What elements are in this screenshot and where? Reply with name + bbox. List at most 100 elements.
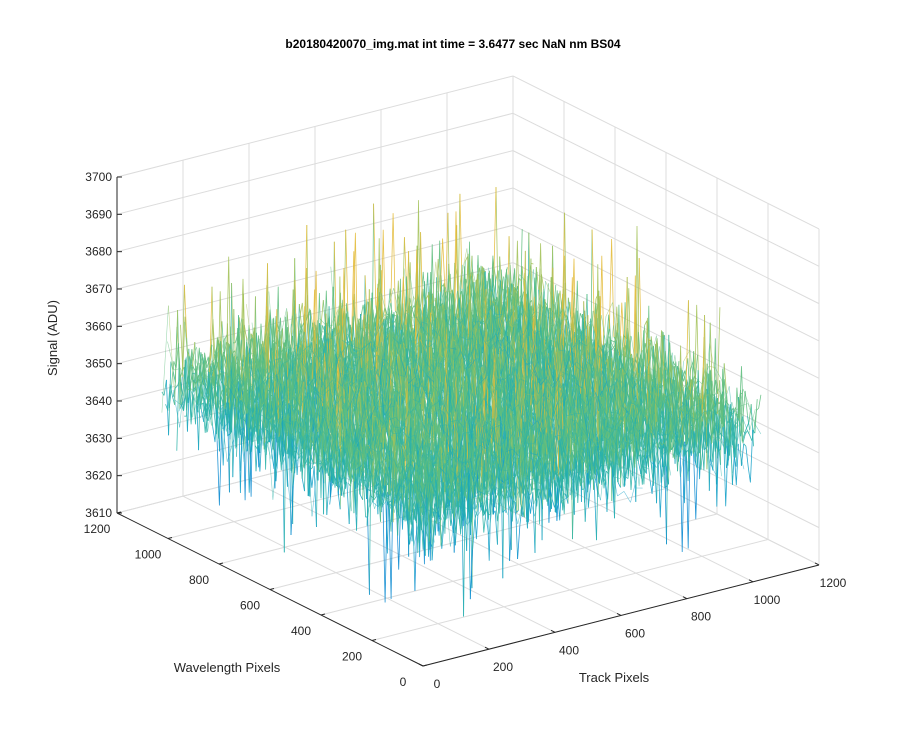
grid-line-wall-z bbox=[116, 112, 514, 215]
surface-row bbox=[266, 274, 471, 388]
surface-column bbox=[336, 356, 540, 474]
surface-column bbox=[434, 336, 442, 357]
x-tick-mark bbox=[484, 646, 490, 650]
y-tick-mark bbox=[371, 639, 377, 641]
surface-row bbox=[420, 232, 424, 327]
y-tick-label: 200 bbox=[342, 650, 362, 664]
surface-column bbox=[178, 397, 421, 547]
x-tick-label: 200 bbox=[493, 660, 513, 674]
x-tick-label: 400 bbox=[559, 643, 579, 657]
y-tick-label: 0 bbox=[400, 675, 407, 689]
surface-row bbox=[459, 193, 463, 289]
surface-column bbox=[586, 414, 601, 467]
surface-column bbox=[324, 417, 332, 440]
x-tick-mark bbox=[616, 613, 622, 616]
surface-column bbox=[456, 349, 666, 487]
surface-column bbox=[370, 341, 385, 397]
y-tick-label: 800 bbox=[189, 573, 209, 587]
surface-column bbox=[316, 392, 526, 498]
surface-column bbox=[230, 356, 460, 520]
surface-column bbox=[226, 439, 319, 517]
surface-column bbox=[568, 459, 576, 498]
grid-line-floor-y bbox=[320, 513, 718, 616]
z-tick-label: 3620 bbox=[85, 469, 112, 483]
surface-row bbox=[279, 278, 522, 363]
surface-column bbox=[449, 347, 457, 350]
surface-column bbox=[426, 375, 643, 489]
surface-row bbox=[184, 284, 188, 339]
grid-line-wall-z bbox=[512, 187, 820, 342]
x-tick-mark bbox=[418, 663, 424, 667]
surface-column bbox=[234, 353, 242, 371]
surface-column bbox=[595, 370, 603, 417]
surface-column bbox=[355, 465, 467, 525]
surface-column bbox=[435, 408, 514, 477]
surface-column bbox=[371, 501, 458, 547]
grid-line-wall-z bbox=[116, 75, 514, 178]
surface-column bbox=[347, 320, 610, 484]
surface-column bbox=[479, 376, 663, 477]
surface-column bbox=[386, 501, 394, 508]
x-tick-mark bbox=[748, 579, 754, 583]
surface-column bbox=[350, 407, 365, 448]
x-axis-label: Track Pixels bbox=[579, 670, 650, 685]
surface-column bbox=[494, 320, 502, 349]
y-tick-mark bbox=[167, 537, 173, 539]
surface-row bbox=[469, 525, 521, 600]
y-tick-mark bbox=[320, 613, 326, 616]
surface-column bbox=[545, 280, 716, 368]
surface-column bbox=[499, 279, 762, 435]
surface-row bbox=[557, 334, 708, 478]
surface-column bbox=[315, 325, 565, 504]
x-tick-label: 600 bbox=[625, 626, 645, 640]
surface-column bbox=[356, 471, 364, 488]
surface-row bbox=[638, 258, 642, 353]
x-tick-mark bbox=[550, 629, 556, 633]
surface-column bbox=[468, 359, 548, 386]
surface-column bbox=[605, 302, 613, 317]
z-tick-label: 3670 bbox=[85, 282, 112, 296]
grid-line-wall-z bbox=[512, 112, 820, 267]
x-tick-mark bbox=[814, 562, 820, 566]
y-axis-label: Wavelength Pixels bbox=[174, 660, 281, 675]
surface-column bbox=[650, 461, 658, 468]
surface-column bbox=[215, 410, 230, 430]
surface-column bbox=[480, 328, 717, 475]
grid-line-floor-y bbox=[371, 538, 769, 641]
surface-column bbox=[512, 274, 755, 424]
surface-row bbox=[317, 319, 650, 431]
y-tick-mark bbox=[218, 562, 224, 565]
z-tick-label: 3610 bbox=[85, 506, 112, 520]
x-tick-mark bbox=[682, 596, 688, 600]
surface-row bbox=[341, 308, 345, 404]
surface-column bbox=[473, 455, 481, 495]
surface-row bbox=[373, 203, 449, 306]
surface-column bbox=[306, 356, 535, 517]
x-tick-label: 1000 bbox=[754, 593, 781, 607]
surface-column bbox=[223, 383, 440, 520]
z-tick-label: 3650 bbox=[85, 357, 112, 371]
x-tick-label: 1200 bbox=[820, 576, 847, 590]
x-tick-label: 0 bbox=[434, 677, 441, 691]
surface-column bbox=[509, 364, 517, 400]
y-tick-label: 1000 bbox=[135, 548, 162, 562]
z-tick-label: 3700 bbox=[85, 170, 112, 184]
surface-row bbox=[414, 263, 418, 360]
surface-row bbox=[216, 430, 222, 506]
surface-column bbox=[464, 345, 590, 442]
surface-column bbox=[172, 389, 298, 508]
surface-column bbox=[496, 337, 582, 389]
surface-column bbox=[366, 420, 374, 441]
surface-column bbox=[443, 289, 679, 452]
surface-row bbox=[427, 379, 762, 546]
surface-column bbox=[501, 442, 509, 471]
surface-column bbox=[204, 383, 441, 547]
y-tick-label: 1200 bbox=[84, 522, 111, 536]
surface-column bbox=[229, 388, 439, 514]
surface-row bbox=[679, 441, 685, 553]
surface-column bbox=[193, 384, 429, 542]
surface-row bbox=[351, 251, 357, 350]
surface-column bbox=[426, 314, 669, 445]
surface-column bbox=[477, 265, 739, 437]
